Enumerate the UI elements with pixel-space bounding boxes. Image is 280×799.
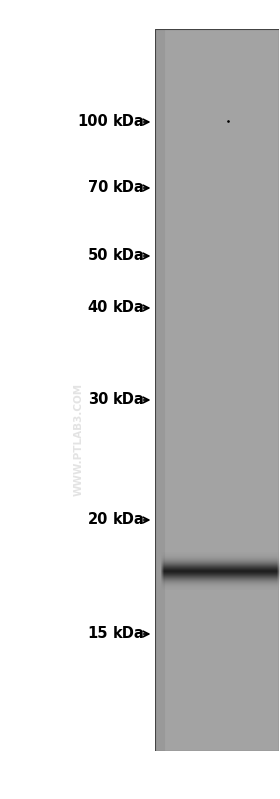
Text: kDa: kDa: [113, 512, 145, 527]
Text: WWW.PTLAB3.COM: WWW.PTLAB3.COM: [73, 383, 83, 496]
Text: 40: 40: [88, 300, 108, 316]
Text: 30: 30: [88, 392, 108, 407]
Text: 50: 50: [87, 248, 108, 264]
Text: 15: 15: [87, 626, 108, 642]
Text: kDa: kDa: [113, 114, 145, 129]
Text: kDa: kDa: [113, 300, 145, 316]
Text: kDa: kDa: [113, 392, 145, 407]
Text: kDa: kDa: [113, 181, 145, 196]
Text: 100: 100: [77, 114, 108, 129]
Text: kDa: kDa: [113, 626, 145, 642]
Text: 20: 20: [88, 512, 108, 527]
Text: 70: 70: [88, 181, 108, 196]
Text: kDa: kDa: [113, 248, 145, 264]
